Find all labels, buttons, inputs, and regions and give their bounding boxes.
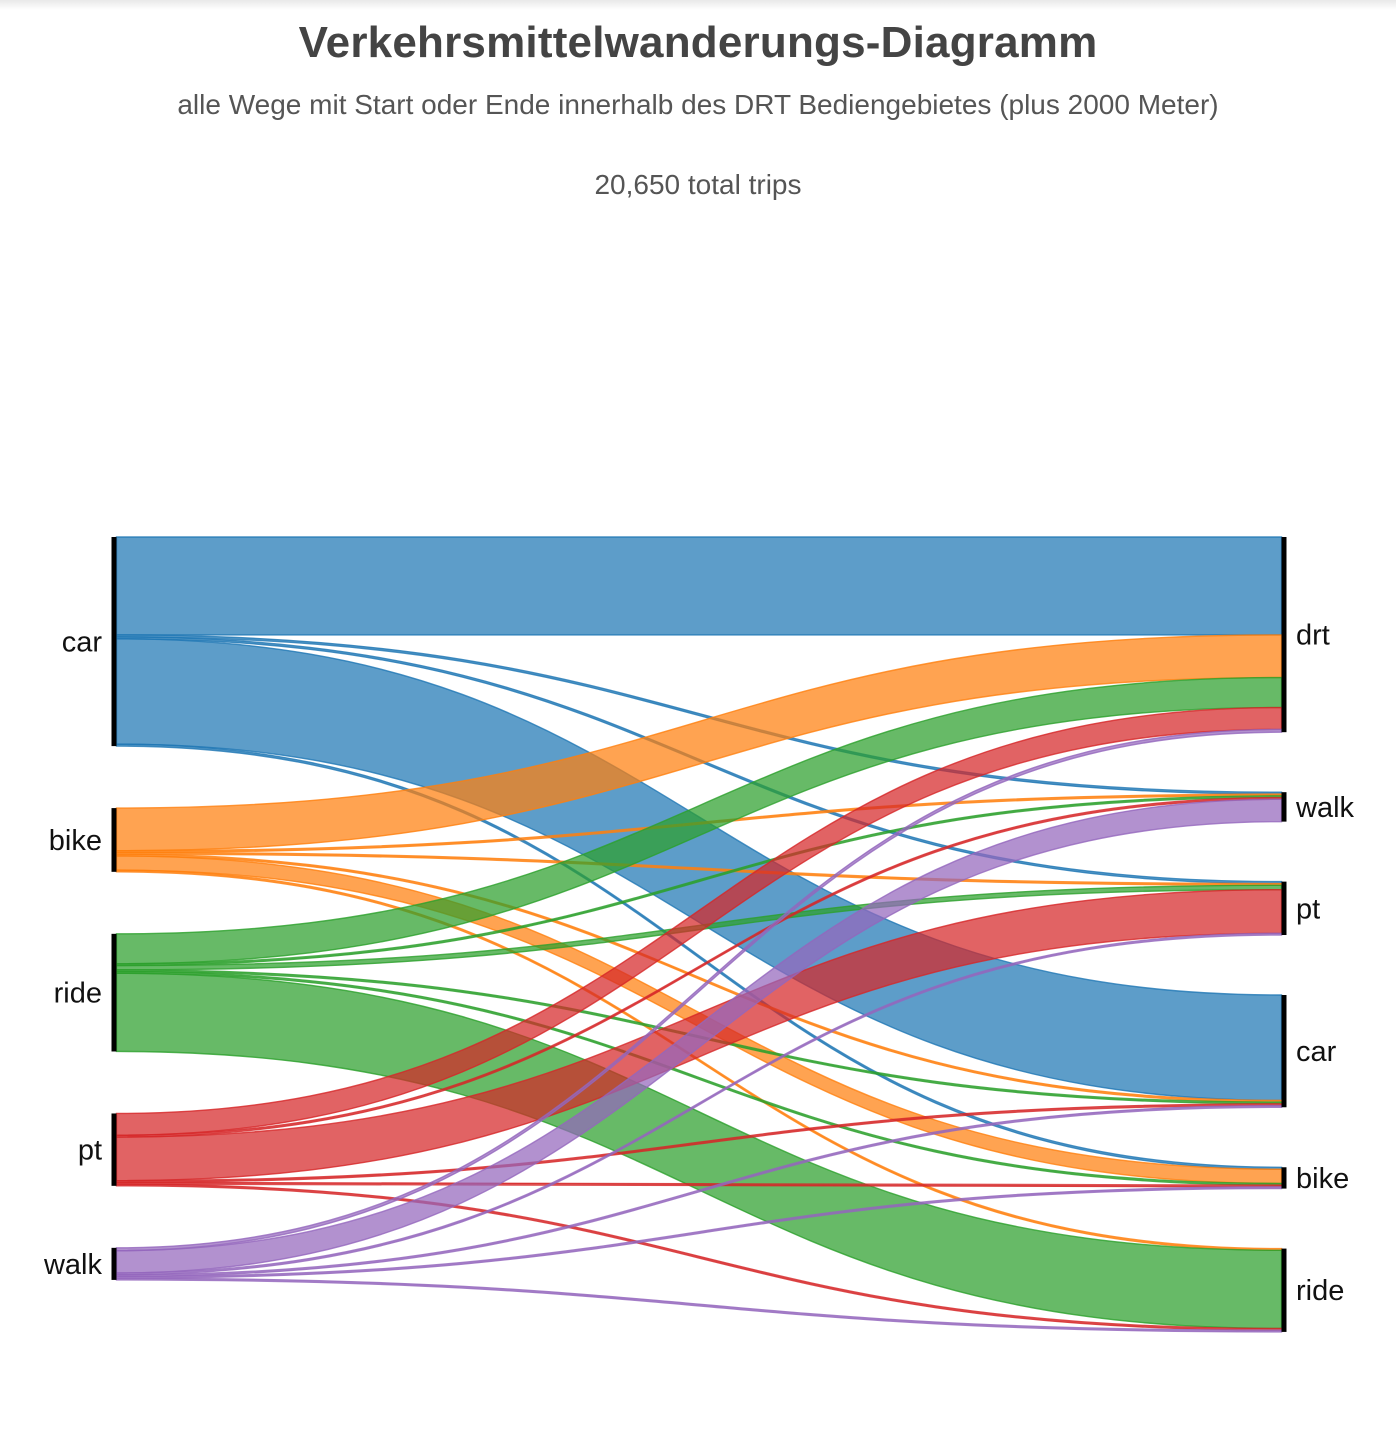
left-node-label-bike: bike	[49, 825, 102, 857]
right-node-drt[interactable]	[1281, 537, 1287, 733]
right-node-bike[interactable]	[1281, 1167, 1287, 1189]
right-node-pt[interactable]	[1281, 881, 1287, 936]
right-node-label-bike: bike	[1296, 1163, 1349, 1195]
sankey-nodes: car bike ride pt walk drt walk pt car bike ride	[43, 537, 1355, 1332]
right-node-car[interactable]	[1281, 995, 1287, 1108]
left-node-car[interactable]	[111, 537, 117, 747]
right-node-label-pt: pt	[1296, 893, 1320, 925]
left-node-label-pt: pt	[78, 1135, 102, 1167]
left-node-label-walk: walk	[43, 1249, 103, 1281]
left-node-pt[interactable]	[111, 1113, 117, 1186]
right-node-ride[interactable]	[1281, 1248, 1287, 1332]
link-walk-to-car[interactable]	[115, 1104, 1283, 1278]
total-trips-label: 20,650 total trips	[594, 169, 802, 200]
right-node-walk[interactable]	[1281, 792, 1287, 822]
left-node-bike[interactable]	[111, 808, 117, 872]
top-shadow	[0, 0, 1396, 10]
right-node-label-walk: walk	[1295, 792, 1355, 824]
link-car-to-drt[interactable]	[115, 536, 1283, 636]
left-node-walk[interactable]	[111, 1247, 117, 1280]
right-node-label-car: car	[1296, 1036, 1337, 1068]
left-node-label-car: car	[62, 627, 103, 659]
right-node-label-drt: drt	[1296, 620, 1330, 652]
chart-title: Verkehrsmittelwanderungs-Diagramm	[298, 18, 1098, 67]
sankey-links	[115, 536, 1283, 1333]
link-walk-to-drt[interactable]	[115, 728, 1283, 1252]
right-node-label-ride: ride	[1296, 1275, 1344, 1307]
left-node-label-ride: ride	[54, 978, 102, 1010]
link-walk-to-walk[interactable]	[115, 798, 1283, 1274]
left-node-ride[interactable]	[111, 933, 117, 1052]
chart-subtitle: alle Wege mit Start oder Ende innerhalb …	[177, 89, 1219, 120]
